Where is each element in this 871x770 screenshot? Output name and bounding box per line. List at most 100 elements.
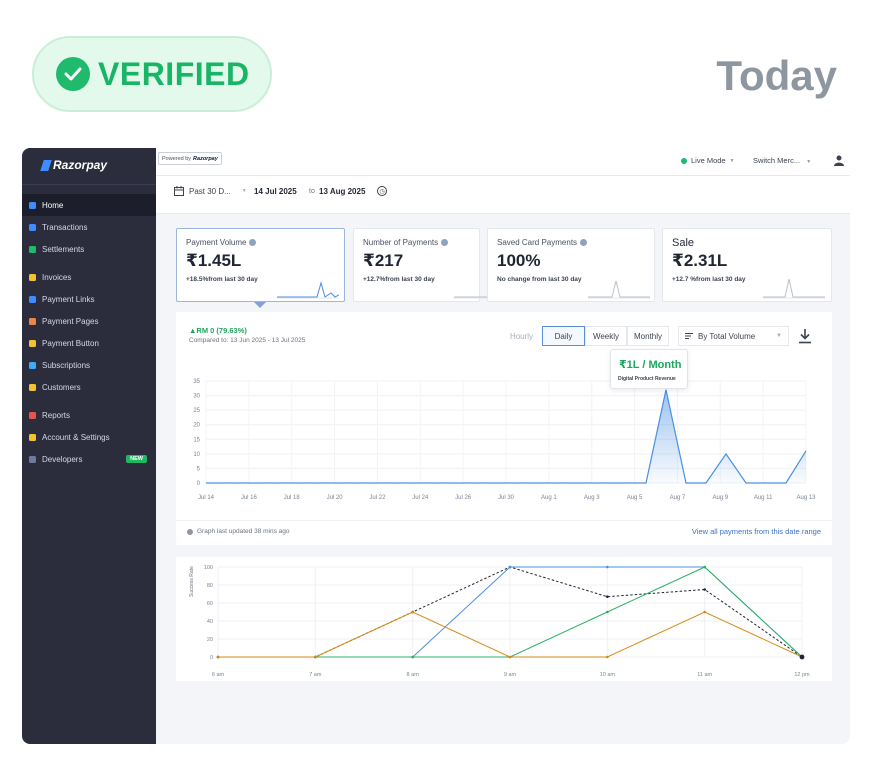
x-tick-label: Jul 30 <box>498 495 515 501</box>
tab-hourly[interactable]: Hourly <box>501 326 542 346</box>
x-tick-label: 7 am <box>309 672 322 678</box>
y-tick-label: 40 <box>207 619 213 625</box>
x-tick-label: Aug 9 <box>712 495 728 501</box>
card-change: +12.7 %from last 30 day <box>672 276 746 283</box>
sidebar-item-customers[interactable]: Customers <box>22 376 156 398</box>
sidebar-item-payment-links[interactable]: Payment Links <box>22 288 156 310</box>
payments-area-chart: 0 5 10 15 20 25 30 35 Jul 14 Jul 16 Jul 18 Jul 20 Ju… <box>193 379 816 501</box>
page-icon <box>29 317 36 325</box>
x-tick-label: Aug 11 <box>754 495 773 501</box>
payments-chart-panel: ▲RM 0 (79.63%) Compared to: 13 Jun 2025 … <box>176 312 832 545</box>
powered-by-badge: Powered by Razorpay <box>158 152 222 165</box>
settings-icon <box>29 433 36 441</box>
sidebar-item-invoices[interactable]: Invoices <box>22 266 156 288</box>
card-title: Number of Payments <box>363 238 449 247</box>
series-area <box>206 389 806 483</box>
data-point <box>606 610 609 614</box>
success-rate-panel: 0 20 40 60 80 100 6 am 7 am 8 am 9 am 10 am 11 am 12… <box>176 557 832 681</box>
dashboard-window: Razorpay Home Transactions Settlements Invo… <box>22 148 850 744</box>
data-point <box>216 655 220 659</box>
tooltip-label: Digital Product Revenue <box>618 376 676 382</box>
download-icon[interactable] <box>798 328 812 344</box>
sidebar-item-account-settings[interactable]: Account & Settings <box>22 426 156 448</box>
sidebar-item-label: Payment Button <box>42 338 99 348</box>
x-tick-label: Jul 18 <box>284 495 301 501</box>
date-range-dropdown[interactable]: Past 30 D... ▼ <box>174 186 247 196</box>
data-point <box>606 595 609 598</box>
live-status-dot-icon <box>681 157 687 164</box>
end-date-field[interactable]: 13 Aug 2025 <box>319 187 366 196</box>
sidebar-item-developers[interactable]: Developers NEW <box>22 448 156 470</box>
x-tick-label: 10 am <box>600 672 616 678</box>
sidebar-item-home[interactable]: Home <box>22 194 156 216</box>
y-tick-label: 35 <box>193 379 200 385</box>
success-rate-line-chart: 0 20 40 60 80 100 6 am 7 am 8 am 9 am 10 am 11 am 12… <box>204 565 810 678</box>
card-sparkline <box>763 278 825 299</box>
sidebar-item-label: Customers <box>42 382 81 392</box>
summary-card-sale[interactable]: Sale ₹2.31L +12.7 %from last 30 day <box>662 228 832 302</box>
card-title-text: Sale <box>672 237 695 249</box>
x-tick-label: Aug 3 <box>584 495 600 501</box>
invoice-icon <box>29 273 36 281</box>
sidebar-item-reports[interactable]: Reports <box>22 404 156 426</box>
powered-by-brand: Razorpay <box>193 155 218 162</box>
y-tick-label: 20 <box>193 423 200 429</box>
sidebar-divider <box>22 184 156 185</box>
card-title: Saved Card Payments <box>497 238 588 247</box>
data-point <box>606 655 609 659</box>
tab-weekly[interactable]: Weekly <box>585 326 627 346</box>
data-point <box>703 610 706 614</box>
sidebar-item-label: Developers <box>42 454 83 464</box>
sidebar-item-transactions[interactable]: Transactions <box>22 216 156 238</box>
card-value: ₹2.31L <box>672 251 728 270</box>
sidebar-item-label: Reports <box>42 410 71 420</box>
y-tick-label: 80 <box>207 583 213 589</box>
reports-icon <box>29 411 36 419</box>
x-tick-label: Jul 16 <box>241 495 258 501</box>
razorpay-logo-icon <box>40 159 52 171</box>
card-sparkline <box>277 281 339 299</box>
clock-icon[interactable]: ◷ <box>377 186 387 196</box>
sidebar-item-label: Settlements <box>42 244 85 254</box>
y-tick-label: 25 <box>193 408 200 414</box>
live-mode-label: Live Mode <box>691 156 726 165</box>
y-tick-label: 10 <box>193 452 200 458</box>
button-icon <box>29 339 36 347</box>
sidebar-item-settlements[interactable]: Settlements <box>22 238 156 260</box>
sort-dropdown[interactable]: By Total Volume ▼ <box>678 326 789 346</box>
y-tick-label: 100 <box>204 565 213 571</box>
card-title: Payment Volume <box>186 238 257 247</box>
data-point <box>508 565 512 569</box>
end-marker <box>799 654 805 660</box>
card-title-text: Payment Volume <box>186 238 247 247</box>
sidebar-item-payment-pages[interactable]: Payment Pages <box>22 310 156 332</box>
card-title-text: Saved Card Payments <box>497 238 578 247</box>
razorpay-logo[interactable]: Razorpay <box>40 158 107 172</box>
summary-card-payment-volume[interactable]: Payment Volume ₹1.45L +18.5%from last 30 d… <box>176 228 345 302</box>
user-icon[interactable] <box>834 155 844 166</box>
x-tick-label: Jul 14 <box>198 495 215 501</box>
summary-card-number-of-payments[interactable]: Number of Payments ₹217 +12.7%from last 30… <box>353 228 516 302</box>
data-point <box>606 565 609 569</box>
tab-daily[interactable]: Daily <box>542 326 585 346</box>
y-tick-label: 15 <box>193 437 200 443</box>
summary-card-saved-card-payments[interactable]: Saved Card Payments 100% No change from la… <box>487 228 655 302</box>
start-date-field[interactable]: 14 Jul 2025 <box>254 187 297 196</box>
x-tick-label: Aug 7 <box>670 495 686 501</box>
switch-merchant-dropdown[interactable]: Switch Merc... ▼ <box>753 156 811 165</box>
info-icon[interactable] <box>441 239 449 246</box>
x-tick-label: 6 am <box>212 672 225 678</box>
view-all-payments-link[interactable]: View all payments from this date range <box>691 527 821 536</box>
info-icon[interactable] <box>249 239 257 246</box>
new-badge: NEW <box>126 455 147 463</box>
chevron-down-icon: ▼ <box>806 159 812 165</box>
sidebar-item-payment-button[interactable]: Payment Button <box>22 332 156 354</box>
tab-monthly[interactable]: Monthly <box>627 326 669 346</box>
info-icon[interactable] <box>580 239 588 246</box>
x-tick-label: Jul 20 <box>327 495 344 501</box>
sidebar-item-subscriptions[interactable]: Subscriptions <box>22 354 156 376</box>
y-tick-label: 30 <box>193 394 200 400</box>
live-mode-toggle[interactable]: Live Mode ▼ <box>681 156 735 165</box>
card-value: ₹217 <box>363 251 404 270</box>
